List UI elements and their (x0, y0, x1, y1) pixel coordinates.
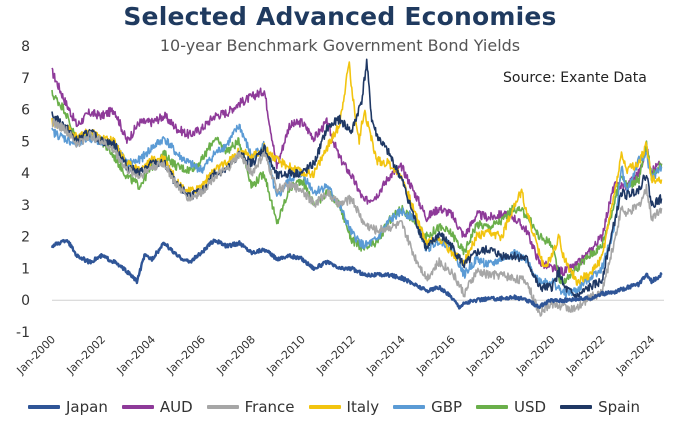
y-tick-label: -1 (16, 325, 30, 341)
y-tick-label: 1 (21, 261, 30, 277)
legend-label: France (244, 398, 295, 416)
legend-swatch (28, 405, 60, 409)
legend-label: Italy (346, 398, 380, 416)
legend-swatch (121, 405, 154, 409)
legend-item-spain: Spain (560, 398, 640, 416)
x-tick-label: Jan-2002 (64, 333, 108, 377)
y-tick-label: 6 (21, 103, 30, 119)
series-line-japan (50, 238, 663, 310)
legend-swatch (393, 405, 426, 409)
y-tick-label: 3 (21, 198, 30, 214)
x-tick-label: Jan-2008 (213, 333, 257, 377)
x-tick-label: Jan-2016 (413, 333, 457, 377)
x-tick-label: Jan-2024 (613, 333, 657, 377)
legend: Japan AUD France Italy GBP USD Spain (28, 398, 654, 416)
legend-item-aud: AUD (121, 398, 193, 416)
legend-label: Spain (598, 398, 641, 416)
legend-label: USD (514, 398, 547, 416)
source-note: Source: Exante Data (503, 70, 647, 86)
legend-swatch (308, 405, 341, 409)
y-tick-label: 2 (21, 230, 30, 246)
x-tick-label: Jan-2006 (164, 333, 208, 377)
x-tick-label: Jan-2020 (513, 333, 557, 377)
x-tick-label: Jan-2014 (363, 333, 407, 377)
legend-label: Japan (66, 398, 108, 416)
y-tick-label: 7 (21, 71, 30, 87)
legend-label: AUD (159, 398, 193, 416)
chart-subtitle: 10-year Benchmark Government Bond Yields (159, 36, 521, 55)
y-tick-label: 8 (21, 39, 30, 55)
series-line-france (51, 118, 663, 317)
series-line-gbp (51, 123, 663, 299)
legend-item-usd: USD (476, 398, 546, 416)
y-tick-label: 4 (21, 166, 30, 182)
chart-title: Selected Advanced Economies (123, 2, 557, 31)
x-tick-label: Jan-2012 (313, 333, 357, 377)
x-tick-label: Jan-2004 (114, 333, 158, 377)
legend-swatch (560, 405, 593, 409)
x-tick-label: Jan-2022 (563, 333, 607, 377)
legend-swatch (476, 405, 509, 409)
legend-item-italy: Italy (308, 398, 380, 416)
legend-item-france: France (206, 398, 295, 416)
x-tick-label: Jan-2010 (263, 333, 307, 377)
y-tick-label: 5 (21, 134, 30, 150)
y-tick-label: 0 (21, 293, 30, 309)
x-tick-label: Jan-2018 (463, 333, 507, 377)
legend-item-japan: Japan (28, 398, 108, 416)
legend-swatch (206, 405, 239, 409)
legend-item-gbp: GBP (393, 398, 462, 416)
legend-label: GBP (431, 398, 463, 416)
